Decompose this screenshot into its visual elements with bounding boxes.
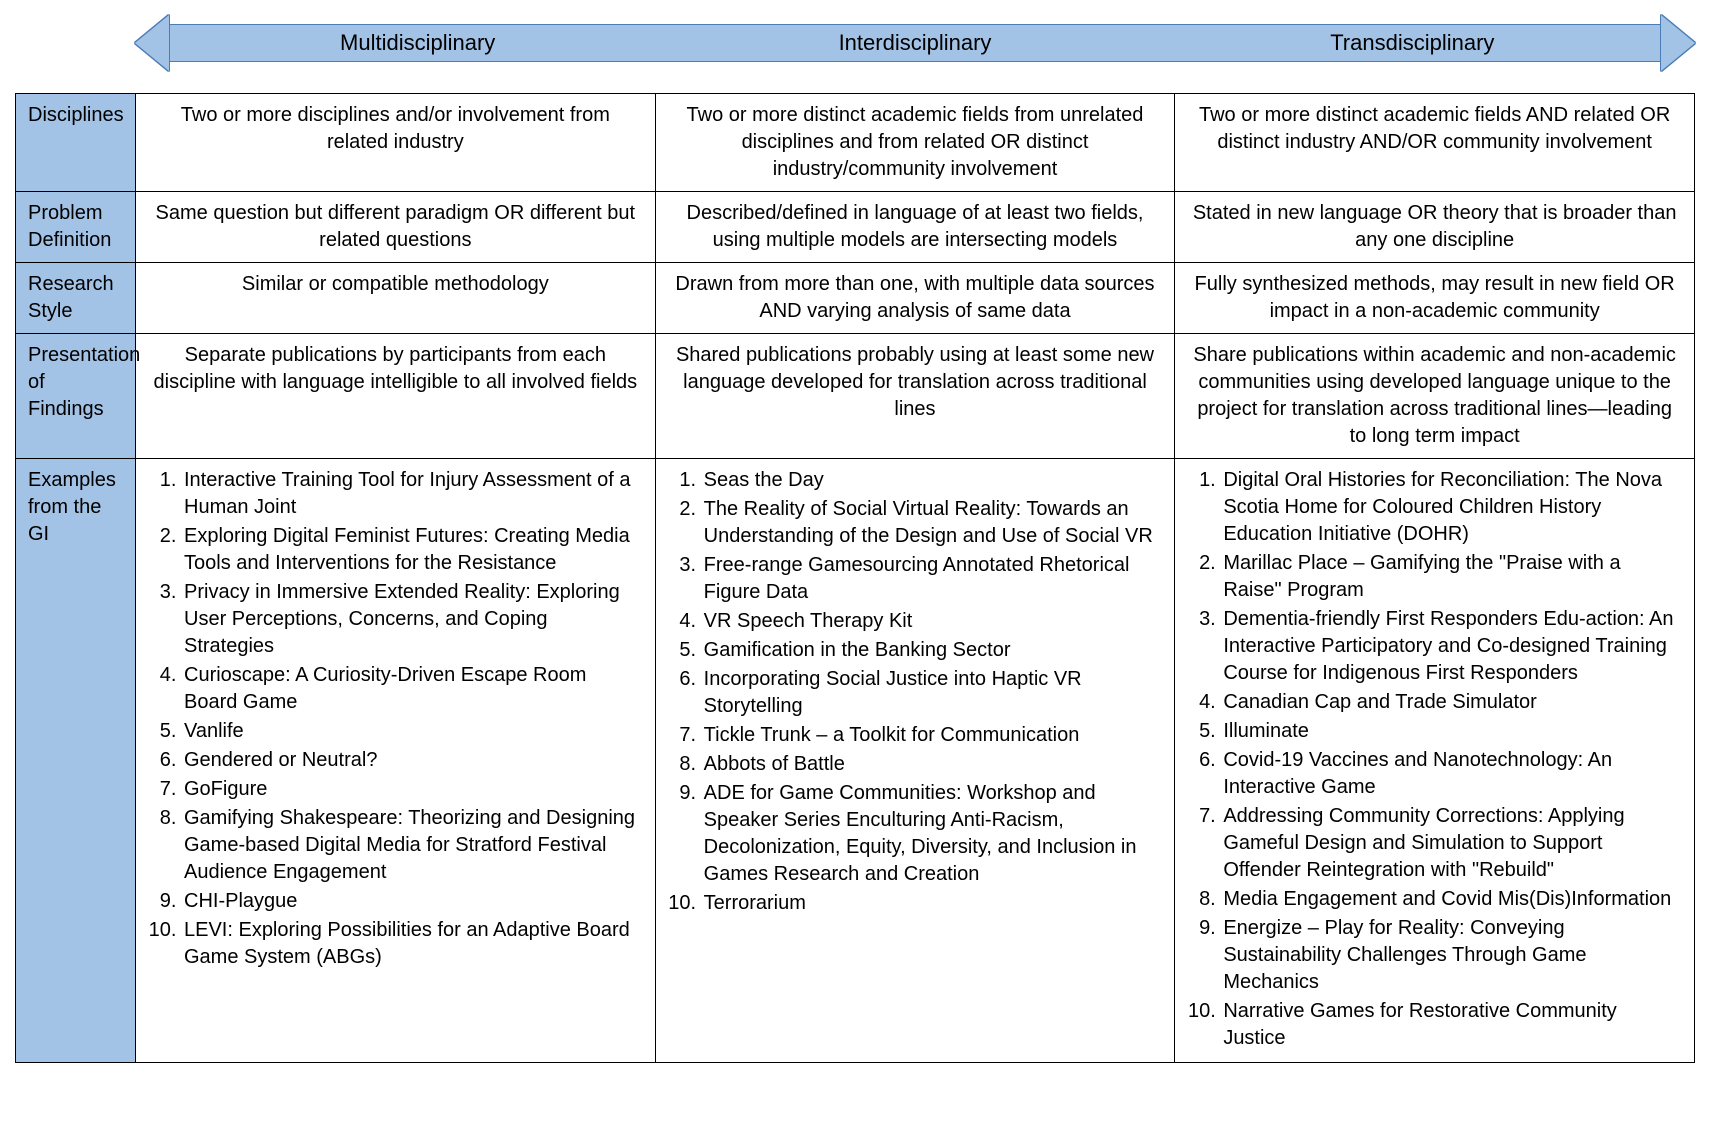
arrow-body: Multidisciplinary Interdisciplinary Tran… (169, 24, 1661, 62)
spectrum-arrow: Multidisciplinary Interdisciplinary Tran… (135, 15, 1695, 71)
arrow-left-icon (135, 15, 169, 71)
arrow-right-icon (1661, 15, 1695, 71)
table-row-examples: Examples from the GI Interactive Training… (16, 459, 1695, 1063)
list-item: Addressing Community Corrections: Applyi… (1221, 803, 1682, 884)
list-item: Exploring Digital Feminist Futures: Crea… (182, 523, 643, 577)
table-row: DisciplinesTwo or more disciplines and/o… (16, 94, 1695, 192)
list-item: Interactive Training Tool for Injury Ass… (182, 467, 643, 521)
list-item: CHI-Playgue (182, 888, 643, 915)
page-container: Multidisciplinary Interdisciplinary Tran… (15, 15, 1695, 1063)
list-item: Curioscape: A Curiosity-Driven Escape Ro… (182, 662, 643, 716)
examples-list: Interactive Training Tool for Injury Ass… (148, 467, 643, 971)
list-item: Illuminate (1221, 718, 1682, 745)
table-cell: Stated in new language OR theory that is… (1175, 192, 1695, 263)
table-row: Problem DefinitionSame question but diff… (16, 192, 1695, 263)
examples-list: Digital Oral Histories for Reconciliatio… (1187, 467, 1682, 1052)
list-item: LEVI: Exploring Possibilities for an Ada… (182, 917, 643, 971)
list-item: Digital Oral Histories for Reconciliatio… (1221, 467, 1682, 548)
row-label: Examples from the GI (16, 459, 136, 1063)
table-cell: Fully synthesized methods, may result in… (1175, 263, 1695, 334)
table-cell: Two or more distinct academic fields fro… (655, 94, 1175, 192)
list-item: The Reality of Social Virtual Reality: T… (702, 496, 1163, 550)
table-cell: Similar or compatible methodology (136, 263, 656, 334)
examples-list: Seas the DayThe Reality of Social Virtua… (668, 467, 1163, 917)
arrow-col-interdisciplinary: Interdisciplinary (666, 25, 1163, 61)
list-item: Abbots of Battle (702, 751, 1163, 778)
arrow-col-multidisciplinary: Multidisciplinary (169, 25, 666, 61)
list-item: Vanlife (182, 718, 643, 745)
list-item: Covid-19 Vaccines and Nanotechnology: An… (1221, 747, 1682, 801)
table-cell: Drawn from more than one, with multiple … (655, 263, 1175, 334)
list-item: Gendered or Neutral? (182, 747, 643, 774)
list-item: Dementia-friendly First Responders Edu-a… (1221, 606, 1682, 687)
list-item: Incorporating Social Justice into Haptic… (702, 666, 1163, 720)
table-row: Research StyleSimilar or compatible meth… (16, 263, 1695, 334)
table-cell: Shared publications probably using at le… (655, 334, 1175, 459)
row-label: Problem Definition (16, 192, 136, 263)
list-item: ADE for Game Communities: Workshop and S… (702, 780, 1163, 888)
list-item: Free-range Gamesourcing Annotated Rhetor… (702, 552, 1163, 606)
list-item: Gamifying Shakespeare: Theorizing and De… (182, 805, 643, 886)
list-item: VR Speech Therapy Kit (702, 608, 1163, 635)
table-row: Presentation of FindingsSeparate publica… (16, 334, 1695, 459)
list-item: Gamification in the Banking Sector (702, 637, 1163, 664)
table-cell: Two or more distinct academic fields AND… (1175, 94, 1695, 192)
list-item: GoFigure (182, 776, 643, 803)
examples-cell: Interactive Training Tool for Injury Ass… (136, 459, 656, 1063)
table-cell: Share publications within academic and n… (1175, 334, 1695, 459)
row-label: Presentation of Findings (16, 334, 136, 459)
list-item: Tickle Trunk – a Toolkit for Communicati… (702, 722, 1163, 749)
list-item: Seas the Day (702, 467, 1163, 494)
examples-cell: Digital Oral Histories for Reconciliatio… (1175, 459, 1695, 1063)
list-item: Privacy in Immersive Extended Reality: E… (182, 579, 643, 660)
list-item: Canadian Cap and Trade Simulator (1221, 689, 1682, 716)
list-item: Energize – Play for Reality: Conveying S… (1221, 915, 1682, 996)
list-item: Terrorarium (702, 890, 1163, 917)
table-cell: Separate publications by participants fr… (136, 334, 656, 459)
row-label: Research Style (16, 263, 136, 334)
arrow-col-transdisciplinary: Transdisciplinary (1164, 25, 1661, 61)
list-item: Marillac Place – Gamifying the "Praise w… (1221, 550, 1682, 604)
list-item: Media Engagement and Covid Mis(Dis)Infor… (1221, 886, 1682, 913)
table-cell: Described/defined in language of at leas… (655, 192, 1175, 263)
table-cell: Same question but different paradigm OR … (136, 192, 656, 263)
row-label: Disciplines (16, 94, 136, 192)
comparison-table: DisciplinesTwo or more disciplines and/o… (15, 93, 1695, 1063)
examples-cell: Seas the DayThe Reality of Social Virtua… (655, 459, 1175, 1063)
table-cell: Two or more disciplines and/or involveme… (136, 94, 656, 192)
list-item: Narrative Games for Restorative Communit… (1221, 998, 1682, 1052)
